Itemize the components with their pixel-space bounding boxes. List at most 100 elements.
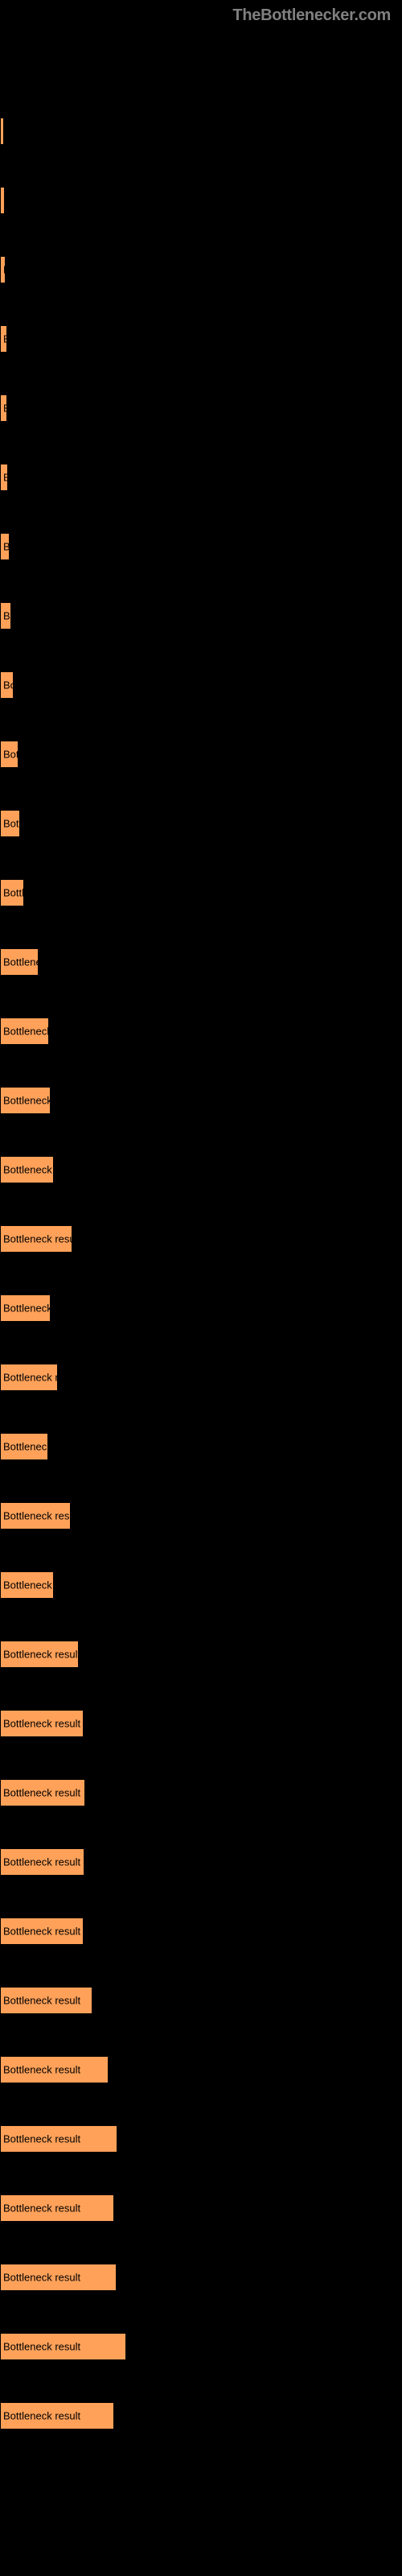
bar-row: Bottleneck result	[0, 741, 402, 768]
bar: Bottleneck result	[0, 602, 11, 630]
bar-label: Bottleneck result	[3, 1579, 55, 1591]
bar: Bottleneck result	[0, 187, 5, 214]
bar-row: Bottleneck result	[0, 1987, 402, 2014]
bar-row: Bottleneck result	[0, 48, 402, 76]
bar-label: Bottleneck result	[3, 126, 5, 138]
bar: Bottleneck result	[0, 1502, 71, 1530]
bar: Bottleneck result	[0, 1433, 48, 1460]
bar: Bottleneck result	[0, 879, 24, 906]
watermark-text: TheBottlenecker.com	[232, 6, 391, 25]
bar-label: Bottleneck result	[3, 1441, 49, 1453]
bar-label: Bottleneck result	[3, 541, 10, 553]
bar: Bottleneck result	[0, 2194, 114, 2222]
bar-label: Bottleneck result	[3, 333, 8, 345]
bar-row: Bottleneck result	[0, 1710, 402, 1737]
bar-label: Bottleneck result	[3, 2341, 127, 2353]
bar-label: Bottleneck result	[3, 2064, 109, 2076]
bar-label: Bottleneck result	[3, 610, 12, 622]
bar: Bottleneck result	[0, 1087, 51, 1114]
bar-row: Bottleneck result	[0, 2264, 402, 2291]
bar-row: Bottleneck result	[0, 325, 402, 353]
bar: Bottleneck result	[0, 464, 8, 491]
bar: Bottleneck result	[0, 671, 14, 699]
bar: Bottleneck result	[0, 256, 6, 283]
bar-row: Bottleneck result	[0, 1918, 402, 1945]
bar-label: Bottleneck result	[3, 402, 8, 415]
bar: Bottleneck result	[0, 1364, 58, 1391]
bar-row: Bottleneck result	[0, 118, 402, 145]
bar-row: Bottleneck result	[0, 1779, 402, 1806]
bar-label: Bottleneck result	[3, 1718, 84, 1730]
bar-label: Bottleneck result	[3, 1233, 73, 1245]
bar: Bottleneck result	[0, 1225, 72, 1253]
bar-row: Bottleneck result	[0, 602, 402, 630]
bar-row: Bottleneck result	[0, 1156, 402, 1183]
bar-row: Bottleneck result	[0, 187, 402, 214]
bar-row: Bottleneck result	[0, 671, 402, 699]
bar-row: Bottleneck result	[0, 810, 402, 837]
bar-row: Bottleneck result	[0, 1502, 402, 1530]
bar: Bottleneck result	[0, 2333, 126, 2360]
bar: Bottleneck result	[0, 810, 20, 837]
bar-row: Bottleneck result	[0, 1364, 402, 1391]
bar: Bottleneck result	[0, 1018, 49, 1045]
bar: Bottleneck result	[0, 2056, 109, 2083]
bar: Bottleneck result	[0, 948, 39, 976]
bar-row: Bottleneck result	[0, 948, 402, 976]
bar-label: Bottleneck result	[3, 2202, 115, 2215]
bar-label: Bottleneck result	[3, 1926, 84, 1938]
bar-label: Bottleneck result	[3, 2410, 115, 2422]
bar-label: Bottleneck result	[3, 1302, 51, 1315]
bar: Bottleneck result	[0, 1156, 54, 1183]
bar: Bottleneck result	[0, 1710, 84, 1737]
bar-row: Bottleneck result	[0, 533, 402, 560]
bar-row: Bottleneck result	[0, 256, 402, 283]
bar-label: Bottleneck result	[3, 818, 21, 830]
bar-label: Bottleneck result	[3, 1995, 93, 2007]
bar: Bottleneck result	[0, 2125, 117, 2153]
bar-row: Bottleneck result	[0, 1571, 402, 1599]
bar-label: Bottleneck result	[3, 1787, 86, 1799]
bar: Bottleneck result	[0, 1571, 54, 1599]
bar-label: Bottleneck result	[3, 2272, 117, 2284]
bar: Bottleneck result	[0, 1848, 84, 1876]
bar-label: Bottleneck result	[3, 264, 6, 276]
bar-label: Bottleneck result	[3, 2133, 118, 2145]
bar-row: Bottleneck result	[0, 2125, 402, 2153]
bar: Bottleneck result	[0, 533, 10, 560]
bar: Bottleneck result	[0, 118, 4, 145]
bar-label: Bottleneck result	[3, 956, 39, 968]
bar: Bottleneck result	[0, 2264, 117, 2291]
bar-label: Bottleneck result	[3, 1372, 59, 1384]
bar-label: Bottleneck result	[3, 195, 6, 207]
bar-row: Bottleneck result	[0, 394, 402, 422]
bar-label: Bottleneck result	[3, 1095, 51, 1107]
bar: Bottleneck result	[0, 1779, 85, 1806]
bar: Bottleneck result	[0, 1294, 51, 1322]
bar-label: Bottleneck result	[3, 679, 14, 691]
bar-label: Bottleneck result	[3, 472, 9, 484]
bar: Bottleneck result	[0, 325, 7, 353]
bar-row: Bottleneck result	[0, 1018, 402, 1045]
bar-label: Bottleneck result	[3, 749, 19, 761]
bar-row: Bottleneck result	[0, 2056, 402, 2083]
bar-row: Bottleneck result	[0, 1225, 402, 1253]
bar: Bottleneck result	[0, 2402, 114, 2429]
bar-label: Bottleneck result	[3, 1510, 72, 1522]
bar-row: Bottleneck result	[0, 879, 402, 906]
bar: Bottleneck result	[0, 1641, 79, 1668]
bar-row: Bottleneck result	[0, 1641, 402, 1668]
bar-row: Bottleneck result	[0, 464, 402, 491]
bar: Bottleneck result	[0, 741, 18, 768]
bar: Bottleneck result	[0, 48, 2, 76]
bar-label: Bottleneck result	[3, 1649, 80, 1661]
bar-row: Bottleneck result	[0, 1433, 402, 1460]
bar-row: Bottleneck result	[0, 1294, 402, 1322]
bar-row: Bottleneck result	[0, 1087, 402, 1114]
bar-row: Bottleneck result	[0, 2194, 402, 2222]
bar-label: Bottleneck result	[3, 1164, 55, 1176]
bar-label: Bottleneck result	[3, 1856, 85, 1868]
bar: Bottleneck result	[0, 1918, 84, 1945]
bar-row: Bottleneck result	[0, 1848, 402, 1876]
bottleneck-bar-chart: Bottleneck result Bottleneck result Bottle…	[0, 48, 402, 2429]
